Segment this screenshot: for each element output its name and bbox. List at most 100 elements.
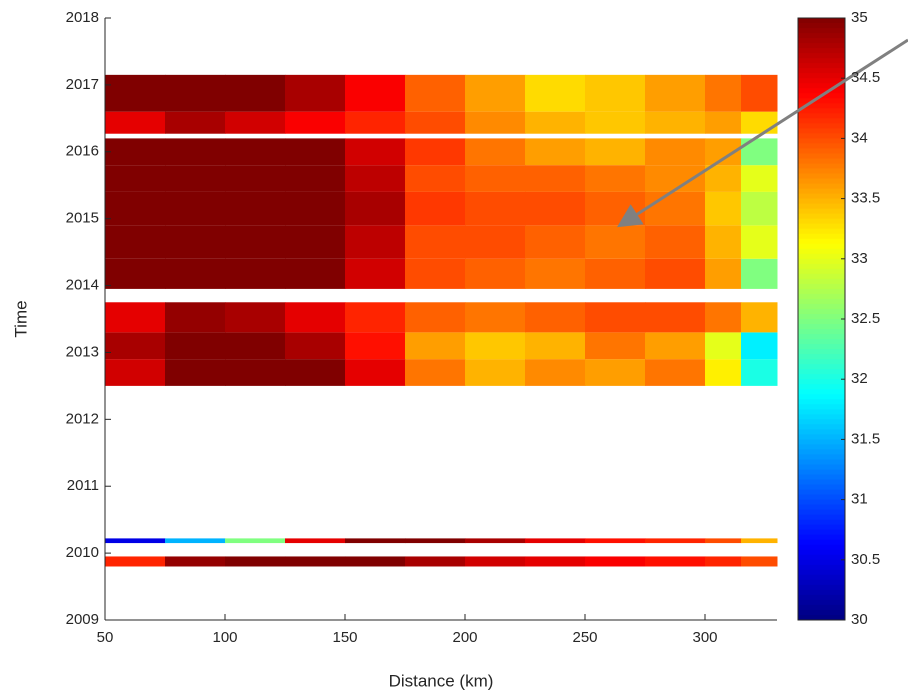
heatmap-cell: [585, 258, 646, 289]
heatmap-cell: [105, 332, 166, 360]
heatmap-cell: [105, 111, 166, 134]
colorbar-swatch: [798, 409, 845, 415]
heatmap-cell: [345, 138, 406, 166]
heatmap-cell: [645, 165, 706, 192]
heatmap-cell: [465, 258, 526, 289]
heatmap-cell: [225, 332, 286, 360]
colorbar-swatch: [798, 324, 845, 330]
colorbar-swatch: [798, 113, 845, 119]
colorbar-swatch: [798, 549, 845, 556]
colorbar-swatch: [798, 123, 845, 129]
heatmap-cell: [165, 111, 226, 134]
colorbar-swatch: [798, 18, 845, 24]
colorbar-swatch: [798, 218, 845, 225]
heatmap-cell: [465, 302, 526, 333]
colorbar-swatch: [798, 329, 845, 335]
y-tick-label: 2016: [66, 143, 99, 160]
colorbar-swatch: [798, 529, 845, 536]
colorbar-swatch: [798, 163, 845, 169]
heatmap-cell: [345, 191, 406, 226]
colorbar-swatch: [798, 474, 845, 481]
x-tick-label: 300: [692, 629, 717, 646]
heatmap-cell: [345, 225, 406, 259]
colorbar-swatch: [798, 424, 845, 430]
y-tick-label: 2018: [66, 9, 99, 26]
colorbar-swatch: [798, 604, 845, 611]
heatmap-cell: [585, 165, 646, 192]
heatmap-cell: [405, 165, 466, 192]
colorbar-swatch: [798, 429, 845, 435]
heatmap-cell: [225, 538, 286, 544]
colorbar-swatch: [798, 173, 845, 180]
y-tick-label: 2013: [66, 343, 99, 360]
colorbar-swatch: [798, 178, 845, 185]
heatmap-cell: [345, 111, 406, 134]
heatmap-cell: [285, 556, 346, 567]
heatmap-cell: [741, 74, 778, 112]
heatmap-cell: [165, 74, 226, 112]
colorbar-swatch: [798, 58, 845, 64]
heatmap-cell: [345, 359, 406, 386]
heatmap-cell: [645, 332, 706, 360]
colorbar-swatch: [798, 514, 845, 521]
heatmap-cell: [585, 359, 646, 386]
colorbar-swatch: [798, 148, 845, 154]
heatmap-cell: [585, 538, 646, 544]
colorbar-swatch: [798, 243, 845, 250]
colorbar-swatch: [798, 499, 845, 506]
heatmap-cell: [585, 138, 646, 166]
colorbar-swatch: [798, 43, 845, 49]
heatmap-cell: [705, 556, 742, 567]
heatmap-cell: [525, 74, 586, 112]
colorbar-swatch: [798, 539, 845, 546]
colorbar-swatch: [798, 258, 845, 265]
colorbar-swatch: [798, 504, 845, 511]
colorbar-swatch: [798, 544, 845, 551]
y-tick-label: 2014: [66, 277, 99, 294]
heatmap-cell: [165, 258, 226, 289]
heatmap-cell: [105, 225, 166, 259]
colorbar-swatch: [798, 193, 845, 200]
heatmap-cell: [285, 191, 346, 226]
heatmap-cell: [585, 556, 646, 567]
colorbar-swatch: [798, 359, 845, 365]
heatmap-cell: [345, 165, 406, 192]
colorbar-swatch: [798, 589, 845, 596]
y-axis-label: Time: [11, 300, 30, 337]
heatmap-cell: [465, 191, 526, 226]
colorbar-swatch: [798, 238, 845, 245]
colorbar-swatch: [798, 143, 845, 149]
colorbar-tick-label: 35: [851, 9, 868, 26]
heatmap-cell: [105, 359, 166, 386]
heatmap-cell: [525, 225, 586, 259]
heatmap-cell: [405, 359, 466, 386]
colorbar-swatch: [798, 444, 845, 450]
heatmap-cell: [345, 332, 406, 360]
colorbar-swatch: [798, 434, 845, 440]
heatmap-cell: [165, 332, 226, 360]
heatmap-cell: [741, 359, 778, 386]
colorbar-swatch: [798, 519, 845, 526]
heatmap-cell: [465, 74, 526, 112]
heatmap-cell: [741, 556, 778, 567]
heatmap-cell: [225, 302, 286, 333]
heatmap-cell: [585, 302, 646, 333]
colorbar-swatch: [798, 394, 845, 400]
colorbar-swatch: [798, 524, 845, 531]
x-tick-label: 100: [212, 629, 237, 646]
heatmap-cell: [741, 258, 778, 289]
heatmap-cell: [585, 74, 646, 112]
colorbar-tick-label: 33.5: [851, 190, 880, 207]
colorbar-swatch: [798, 369, 845, 375]
heatmap-cell: [345, 302, 406, 333]
x-tick-label: 200: [452, 629, 477, 646]
colorbar-swatch: [798, 308, 845, 315]
heatmap-cell: [645, 191, 706, 226]
heatmap-cell: [405, 111, 466, 134]
colorbar-swatch: [798, 83, 845, 89]
heatmap-cell: [525, 138, 586, 166]
y-tick-label: 2012: [66, 410, 99, 427]
heatmap-cell: [525, 165, 586, 192]
heatmap-cell: [645, 302, 706, 333]
heatmap-cell: [705, 111, 742, 134]
